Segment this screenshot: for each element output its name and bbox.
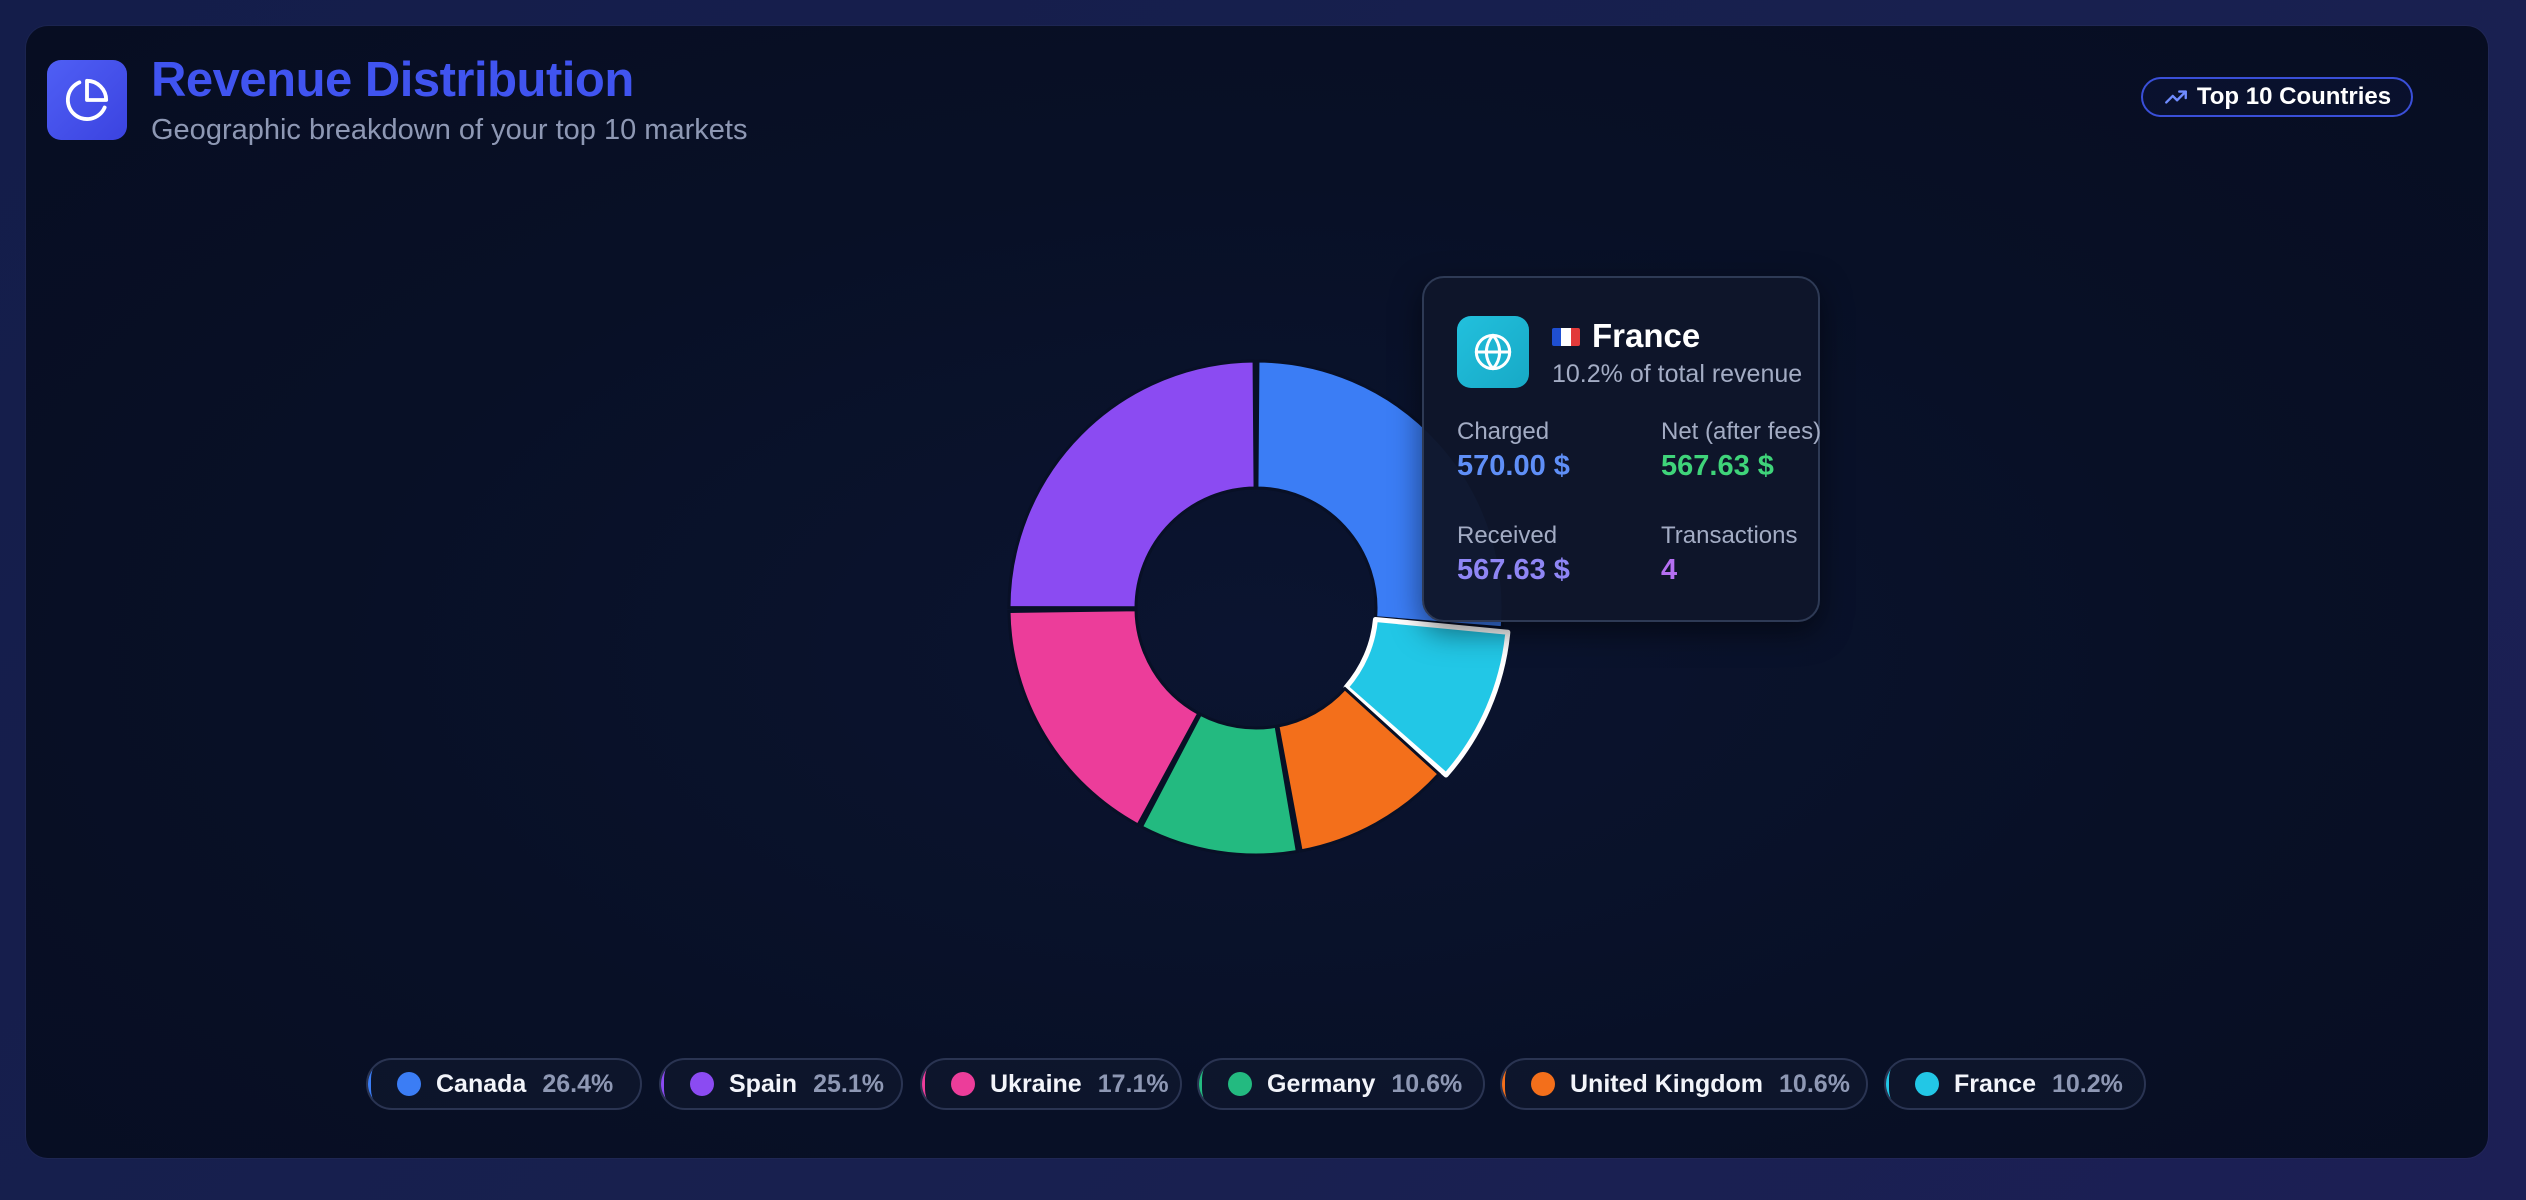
top-countries-badge[interactable]: Top 10 Countries bbox=[2141, 77, 2413, 117]
legend-dot bbox=[690, 1072, 714, 1096]
tooltip-share: 10.2% of total revenue bbox=[1552, 360, 1803, 388]
legend-item-ukraine[interactable]: Ukraine 17.1% bbox=[920, 1058, 1182, 1110]
legend-pct: 26.4% bbox=[542, 1069, 614, 1098]
country-tooltip: France 10.2% of total revenue Charged 57… bbox=[1422, 276, 1822, 622]
legend-pct: 10.2% bbox=[2051, 1069, 2123, 1098]
donut-slice-spain[interactable] bbox=[1007, 359, 1257, 610]
page-title: Revenue Distribution bbox=[151, 53, 634, 107]
charged-label: Charged bbox=[1457, 418, 1550, 445]
legend-dot bbox=[1228, 1072, 1252, 1096]
legend-name: France bbox=[1954, 1069, 2036, 1098]
legend-name: Ukraine bbox=[990, 1069, 1082, 1098]
received-label: Received bbox=[1457, 522, 1558, 549]
donut-slice-france[interactable] bbox=[1343, 616, 1511, 778]
donut-slice-germany[interactable] bbox=[1139, 712, 1300, 857]
revenue-card bbox=[26, 26, 2488, 1158]
legend-name: Germany bbox=[1267, 1069, 1376, 1098]
page-subtitle: Geographic breakdown of your top 10 mark… bbox=[151, 114, 748, 146]
legend-item-spain[interactable]: Spain 25.1% bbox=[659, 1058, 903, 1110]
legend-item-united-kingdom[interactable]: United Kingdom 10.6% bbox=[1500, 1058, 1868, 1110]
trending-up-icon bbox=[2164, 90, 2187, 104]
net-value: 567.63 $ bbox=[1661, 450, 1774, 482]
received-value: 567.63 $ bbox=[1457, 554, 1570, 586]
chart-legend: Canada 26.4% Spain 25.1% Ukraine 17.1% G… bbox=[0, 1058, 2526, 1110]
transactions-label: Transactions bbox=[1661, 522, 1798, 549]
legend-name: Spain bbox=[729, 1069, 798, 1098]
legend-name: United Kingdom bbox=[1570, 1069, 1764, 1098]
legend-item-germany[interactable]: Germany 10.6% bbox=[1197, 1058, 1485, 1110]
net-label: Net (after fees) bbox=[1661, 418, 1822, 445]
legend-pct: 25.1% bbox=[813, 1069, 884, 1098]
legend-dot bbox=[1531, 1072, 1555, 1096]
badge-label: Top 10 Countries bbox=[2196, 83, 2392, 110]
globe-icon bbox=[1457, 316, 1529, 388]
donut-slice-ukraine[interactable] bbox=[1007, 608, 1201, 828]
legend-pct: 17.1% bbox=[1097, 1069, 1169, 1098]
france-flag-icon bbox=[1552, 328, 1580, 346]
legend-dot bbox=[951, 1072, 975, 1096]
legend-pct: 10.6% bbox=[1391, 1069, 1463, 1098]
legend-dot bbox=[397, 1072, 421, 1096]
tooltip-country: France bbox=[1592, 317, 1701, 354]
charged-value: 570.00 $ bbox=[1457, 450, 1570, 482]
legend-name: Canada bbox=[436, 1069, 527, 1098]
legend-pct: 10.6% bbox=[1779, 1069, 1850, 1098]
legend-item-canada[interactable]: Canada 26.4% bbox=[366, 1058, 642, 1110]
legend-dot bbox=[1915, 1072, 1939, 1096]
legend-item-france[interactable]: France 10.2% bbox=[1884, 1058, 2146, 1110]
donut-slice-united-kingdom[interactable] bbox=[1276, 686, 1442, 853]
pie-chart-icon bbox=[47, 60, 127, 140]
transactions-value: 4 bbox=[1661, 554, 1678, 586]
